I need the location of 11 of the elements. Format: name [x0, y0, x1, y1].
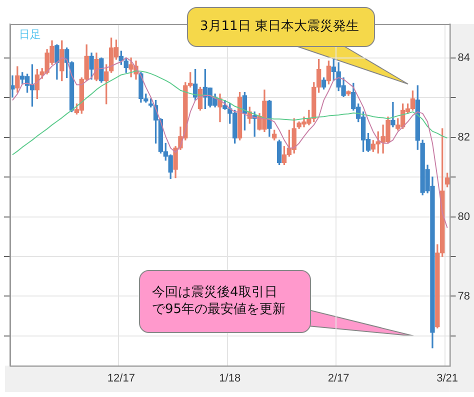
y-tick-label: 80	[458, 210, 470, 223]
y-tick-label: 78	[458, 290, 470, 302]
chart-title: 日足	[19, 27, 41, 42]
y-tick-label: 84	[458, 52, 470, 64]
x-tick-label: 12/17	[107, 372, 135, 384]
x-tick-label: 2/17	[328, 372, 350, 384]
annotation: 今回は震災後4取引日で95年の最安値を更新	[152, 284, 287, 318]
x-tick-label: 3/21	[436, 372, 458, 384]
annotation: 3月11日 東日本大震災発生	[200, 18, 360, 35]
y-tick-label: 82	[458, 131, 470, 144]
x-tick-label: 1/18	[219, 372, 241, 384]
